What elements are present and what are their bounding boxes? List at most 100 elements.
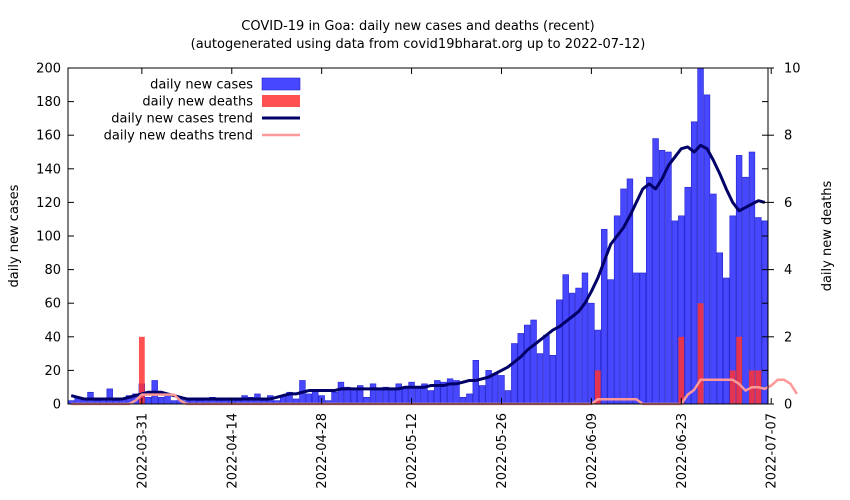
legend-label: daily new cases bbox=[150, 78, 253, 93]
cases-bar bbox=[543, 334, 550, 405]
cases-bar bbox=[504, 390, 512, 405]
cases-bar bbox=[523, 324, 531, 405]
cases-bar bbox=[658, 150, 666, 405]
cases-bar bbox=[530, 319, 537, 405]
cases-bar bbox=[479, 385, 486, 405]
cases-bar bbox=[613, 215, 621, 405]
x-tick-label: 2022-04-14 bbox=[225, 413, 240, 489]
y2-axis-ticks: 0 2 4 6 8 10 bbox=[768, 62, 801, 413]
cases-bar bbox=[723, 277, 730, 405]
x-axis-ticks: 2022-03-31 2022-04-14 2022-04-28 2022-05-12… bbox=[135, 68, 780, 489]
cases-bar bbox=[511, 343, 518, 405]
cases-bar bbox=[633, 272, 640, 405]
cases-bar bbox=[517, 333, 524, 405]
cases-bar bbox=[645, 176, 653, 405]
y-tick-label: 100 bbox=[36, 230, 61, 245]
deaths-bar bbox=[697, 303, 704, 404]
cases-bar bbox=[170, 400, 178, 405]
cases-bar bbox=[639, 272, 646, 405]
y2-tick-label: 2 bbox=[784, 330, 792, 345]
cases-bar bbox=[164, 395, 171, 405]
cases-bar bbox=[748, 151, 756, 405]
y2-axis-label: daily new deaths bbox=[820, 180, 835, 291]
cases-bar bbox=[684, 186, 691, 405]
cases-bar bbox=[305, 393, 313, 405]
y-tick-label: 60 bbox=[44, 297, 61, 312]
cases-bar bbox=[389, 390, 396, 405]
chart-subtitle: (autogenerated using data from covid19bh… bbox=[191, 37, 646, 52]
cases-bar bbox=[401, 388, 409, 405]
cases-bar bbox=[710, 193, 717, 405]
cases-bar bbox=[549, 354, 557, 405]
x-tick-label: 2022-06-09 bbox=[585, 413, 600, 489]
cases-bar bbox=[337, 381, 345, 405]
y-tick-label: 20 bbox=[44, 364, 61, 379]
y2-tick-label: 10 bbox=[784, 62, 801, 77]
cases-trend-line bbox=[70, 143, 766, 401]
cases-bar bbox=[761, 220, 768, 405]
cases-bar bbox=[376, 388, 383, 405]
deaths-bar bbox=[678, 336, 685, 404]
y2-tick-label: 6 bbox=[784, 196, 792, 211]
cases-bar bbox=[665, 151, 672, 405]
cases-bar bbox=[716, 252, 724, 405]
x-tick-label: 2022-07-07 bbox=[765, 413, 780, 489]
cases-bar bbox=[671, 220, 679, 405]
cases-bar bbox=[157, 396, 165, 405]
legend-label: daily new deaths bbox=[142, 95, 253, 110]
legend-swatch bbox=[262, 95, 300, 107]
deaths-bar bbox=[138, 336, 145, 404]
x-tick-label: 2022-04-28 bbox=[315, 413, 330, 489]
cases-bar bbox=[588, 302, 595, 405]
cases-bar bbox=[145, 396, 152, 405]
cases-bar bbox=[312, 390, 319, 405]
y-tick-label: 80 bbox=[44, 263, 61, 278]
cases-bar bbox=[434, 380, 441, 405]
cases-bar bbox=[472, 360, 479, 405]
cases-bar bbox=[575, 287, 582, 405]
y-tick-label: 180 bbox=[36, 95, 61, 110]
cases-bar bbox=[350, 388, 357, 405]
cases-bar bbox=[414, 386, 422, 405]
deaths-bar bbox=[594, 370, 601, 404]
cases-bar bbox=[562, 274, 569, 405]
cases-bar bbox=[369, 383, 377, 405]
y2-tick-label: 0 bbox=[784, 398, 792, 413]
x-tick-label: 2022-05-12 bbox=[405, 413, 420, 489]
cases-bar bbox=[690, 121, 698, 405]
y-tick-label: 0 bbox=[53, 398, 61, 413]
cases-bar bbox=[742, 176, 749, 405]
y-tick-label: 200 bbox=[36, 62, 61, 77]
cases-bar bbox=[536, 353, 544, 405]
legend: daily new cases daily new deaths daily new… bbox=[104, 77, 301, 144]
cases-bar bbox=[652, 138, 659, 405]
y-axis-label: daily new cases bbox=[7, 184, 22, 287]
cases-bar bbox=[556, 299, 563, 405]
legend-label: daily new cases trend bbox=[111, 112, 253, 127]
legend-label: daily new deaths trend bbox=[104, 129, 253, 144]
cases-bar bbox=[607, 279, 614, 405]
deaths-bar bbox=[729, 370, 736, 404]
y-tick-label: 120 bbox=[36, 196, 61, 211]
deaths-bar bbox=[736, 336, 742, 404]
cases-bar bbox=[106, 388, 113, 405]
x-tick-label: 2022-05-26 bbox=[495, 413, 510, 489]
y-tick-label: 160 bbox=[36, 129, 61, 144]
cases-bar bbox=[331, 391, 338, 405]
y-tick-label: 140 bbox=[36, 162, 61, 177]
x-tick-label: 2022-03-31 bbox=[135, 413, 150, 489]
y2-tick-label: 8 bbox=[784, 129, 792, 144]
y-tick-label: 40 bbox=[44, 330, 61, 345]
cases-bar bbox=[568, 292, 576, 405]
cases-bar bbox=[427, 390, 435, 405]
x-tick-label: 2022-06-23 bbox=[675, 413, 690, 489]
y2-tick-label: 4 bbox=[784, 263, 792, 278]
chart-title: COVID-19 in Goa: daily new cases and dea… bbox=[241, 19, 594, 34]
legend-swatch bbox=[261, 77, 301, 91]
cases-bar bbox=[703, 94, 711, 405]
cases-bar bbox=[491, 373, 499, 405]
y-axis-ticks: 0 20 40 60 80 100 120 140 160 180 200 bbox=[36, 62, 768, 413]
cases-bar bbox=[581, 272, 589, 405]
cases-bar bbox=[466, 393, 473, 405]
